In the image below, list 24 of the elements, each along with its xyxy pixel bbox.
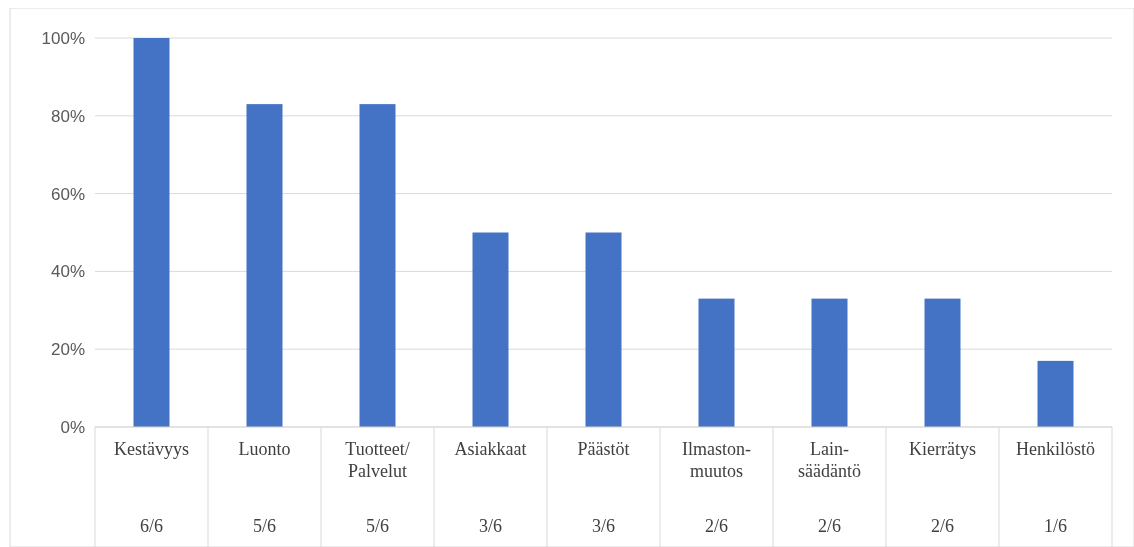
bar	[811, 298, 848, 427]
bar	[133, 38, 170, 427]
y-tick-label: 0%	[60, 417, 85, 437]
category-label: Kierrätys 2/6	[909, 439, 976, 536]
category-label: Kestävyys 6/6	[114, 439, 189, 536]
category-label: Lain- säädäntö 2/6	[798, 439, 861, 536]
y-tick-label: 80%	[50, 106, 85, 126]
bar	[359, 104, 396, 427]
category-label: Tuotteet/ Palvelut 5/6	[345, 439, 410, 536]
bar	[924, 298, 961, 427]
category-label: Henkilöstö 1/6	[1016, 439, 1095, 536]
y-tick-label: 100%	[41, 28, 85, 48]
category-label: Ilmaston- muutos 2/6	[682, 439, 751, 536]
bar	[1037, 360, 1074, 427]
category-label: Luonto 5/6	[238, 439, 291, 536]
category-label: Asiakkaat 3/6	[454, 439, 527, 536]
bar	[698, 298, 735, 427]
y-tick-label: 60%	[50, 184, 85, 204]
y-tick-label: 20%	[50, 340, 85, 360]
bar	[246, 104, 283, 427]
bar	[585, 232, 622, 427]
y-tick-label: 40%	[50, 262, 85, 282]
bar	[472, 232, 509, 427]
category-label: Päästöt 3/6	[577, 439, 630, 536]
